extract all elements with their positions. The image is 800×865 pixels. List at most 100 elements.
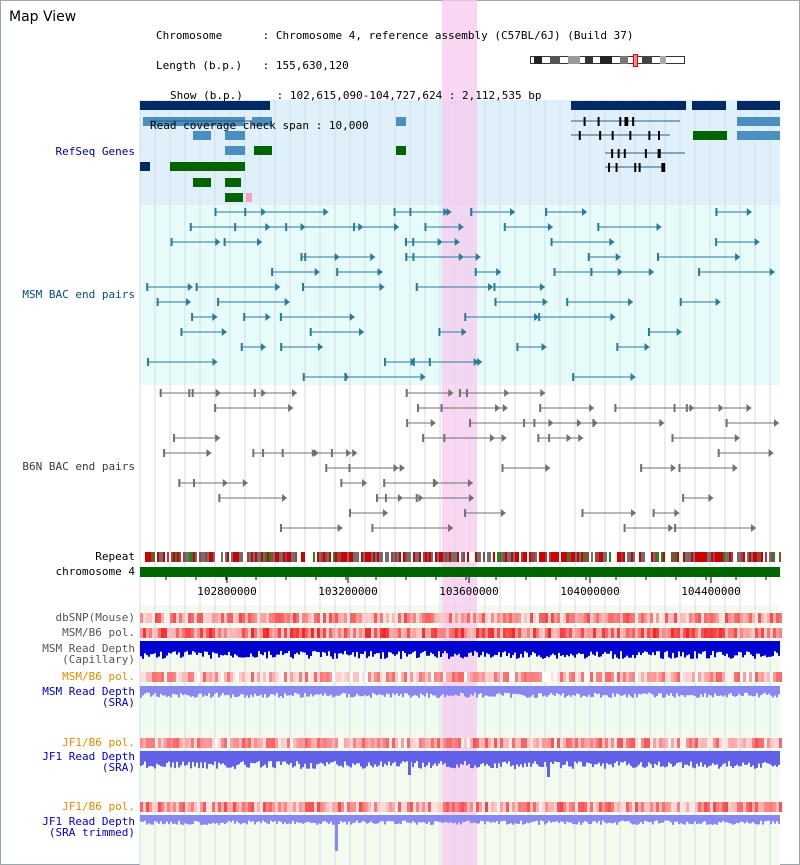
- bac-end: [215, 434, 221, 442]
- repeat-element: [579, 552, 581, 562]
- bac-end: [470, 208, 473, 216]
- depth-bar: [174, 751, 176, 769]
- heat-cell: [242, 628, 245, 638]
- repeat-element: [529, 552, 531, 562]
- repeat-element: [685, 552, 687, 562]
- depth-bar: [172, 815, 174, 824]
- depth-bar: [522, 815, 524, 825]
- depth-bar: [374, 641, 376, 655]
- depth-bar: [404, 815, 406, 821]
- repeat-element: [151, 552, 153, 562]
- bac-end: [656, 223, 662, 231]
- heat-cell: [659, 738, 662, 748]
- depth-bar: [186, 641, 188, 652]
- depth-bar: [164, 641, 166, 658]
- depth-bar: [456, 686, 458, 696]
- heat-cell: [341, 613, 344, 623]
- depth-bar: [758, 815, 760, 825]
- bac-end: [358, 223, 364, 231]
- gene-exon: [225, 146, 245, 155]
- depth-bar: [522, 686, 524, 696]
- depth-bar: [444, 686, 446, 698]
- depth-bar: [502, 751, 504, 763]
- heat-cell: [335, 628, 338, 638]
- depth-bar: [274, 815, 276, 821]
- heat-cell: [395, 802, 398, 812]
- heat-cell: [338, 613, 341, 623]
- heat-cell: [281, 613, 284, 623]
- heat-cell: [344, 628, 347, 638]
- heat-cell: [185, 672, 188, 682]
- heat-cell: [209, 738, 212, 748]
- heat-cell: [746, 738, 749, 748]
- heat-cell: [326, 738, 329, 748]
- heat-cell: [452, 738, 455, 748]
- depth-bar: [268, 751, 270, 762]
- bac-end: [671, 434, 674, 442]
- depth-bar: [340, 686, 342, 695]
- depth-bar: [684, 751, 686, 765]
- bac-end: [630, 509, 636, 517]
- depth-bar: [570, 686, 572, 697]
- heat-cell: [317, 738, 320, 748]
- depth-bar: [294, 686, 296, 693]
- chromosome-ideogram[interactable]: [530, 53, 685, 67]
- heat-cell: [146, 802, 149, 812]
- depth-bar: [498, 641, 500, 653]
- heat-cell: [170, 613, 173, 623]
- repeat-element: [741, 552, 743, 562]
- depth-bar: [738, 815, 740, 824]
- repeat-element: [773, 552, 775, 562]
- heat-cell: [434, 628, 437, 638]
- heat-cell: [620, 738, 623, 748]
- depth-bar: [632, 686, 634, 698]
- depth-bar: [460, 686, 462, 693]
- repeat-element: [403, 552, 405, 562]
- depth-bar: [282, 686, 284, 698]
- heat-cell: [416, 738, 419, 748]
- repeat-element: [691, 552, 693, 562]
- depth-bar: [524, 815, 526, 825]
- repeat-element: [631, 552, 633, 562]
- depth-bar: [338, 815, 340, 825]
- heat-cell: [323, 802, 326, 812]
- depth-bar: [300, 686, 302, 698]
- show-label: Show (b.p.): [170, 89, 243, 102]
- heat-cell: [773, 672, 776, 682]
- heat-cell: [236, 738, 239, 748]
- depth-bar: [148, 686, 150, 693]
- depth-bar: [450, 751, 452, 768]
- bac-end: [464, 509, 467, 517]
- repeat-element: [253, 552, 255, 562]
- repeat-element: [571, 552, 573, 562]
- depth-bar: [500, 751, 502, 767]
- heat-cell: [509, 738, 512, 748]
- heat-cell: [467, 738, 470, 748]
- heat-cell: [485, 738, 488, 748]
- depth-bar: [158, 641, 160, 657]
- bac-end: [443, 208, 449, 216]
- heat-cell: [191, 738, 194, 748]
- heat-cell: [434, 613, 437, 623]
- heat-cell: [719, 672, 722, 682]
- heat-cell: [152, 613, 155, 623]
- heat-cell: [233, 738, 236, 748]
- depth-bar: [358, 686, 360, 696]
- depth-bar: [578, 751, 580, 762]
- depth-bar: [766, 641, 768, 658]
- repeat-element: [643, 552, 645, 562]
- heat-cell: [608, 613, 611, 623]
- heat-cell: [557, 738, 560, 748]
- depth-bar: [588, 641, 590, 656]
- depth-bar: [142, 686, 144, 696]
- selected-region-highlight[interactable]: [442, 0, 477, 865]
- heat-cell: [248, 613, 251, 623]
- depth-bar: [556, 751, 558, 763]
- heat-cell: [776, 613, 779, 623]
- depth-bar: [186, 686, 188, 695]
- repeat-element: [341, 552, 343, 562]
- heat-cell: [149, 613, 152, 623]
- depth-bar: [350, 686, 352, 698]
- repeat-element: [677, 552, 679, 562]
